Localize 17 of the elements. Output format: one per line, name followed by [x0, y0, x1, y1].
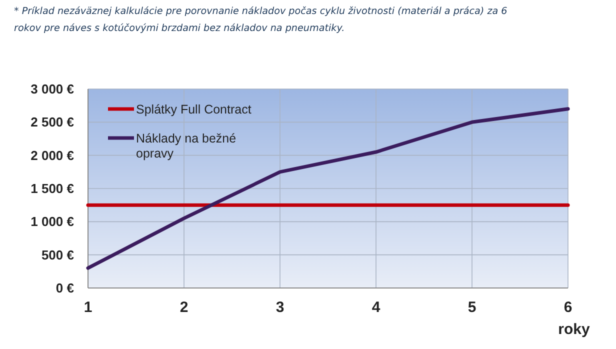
y-tick-label: 3 000 € — [30, 82, 74, 97]
x-tick-label: 4 — [372, 299, 381, 316]
x-tick-label: 5 — [468, 299, 476, 316]
text: * Príklad nezáväznej kalkulácie pre porovnanie nákladov počas cyklu životnosti (materiál a práca) za 6 rokov pre náves s kotúčovými brzdami bez nákladov na pneumatiky. — [14, 6, 508, 34]
x-axis-title: roky — [558, 321, 590, 338]
y-tick-label: 1 000 € — [30, 214, 74, 230]
y-tick-label: 1 500 € — [30, 181, 74, 196]
y-tick-label: 0 € — [56, 280, 74, 296]
y-tick-label: 500 € — [41, 247, 74, 262]
x-tick-label: 6 — [564, 299, 572, 316]
x-tick-label: 3 — [276, 299, 284, 316]
x-tick-label: 1 — [84, 299, 92, 316]
legend-label: Náklady na bežné opravy — [136, 131, 236, 160]
x-tick-label: 2 — [180, 299, 188, 316]
y-tick-label: 2 500 € — [30, 114, 74, 130]
legend-label: Splátky Full Contract — [136, 102, 252, 116]
y-tick-label: 2 000 € — [30, 148, 74, 163]
